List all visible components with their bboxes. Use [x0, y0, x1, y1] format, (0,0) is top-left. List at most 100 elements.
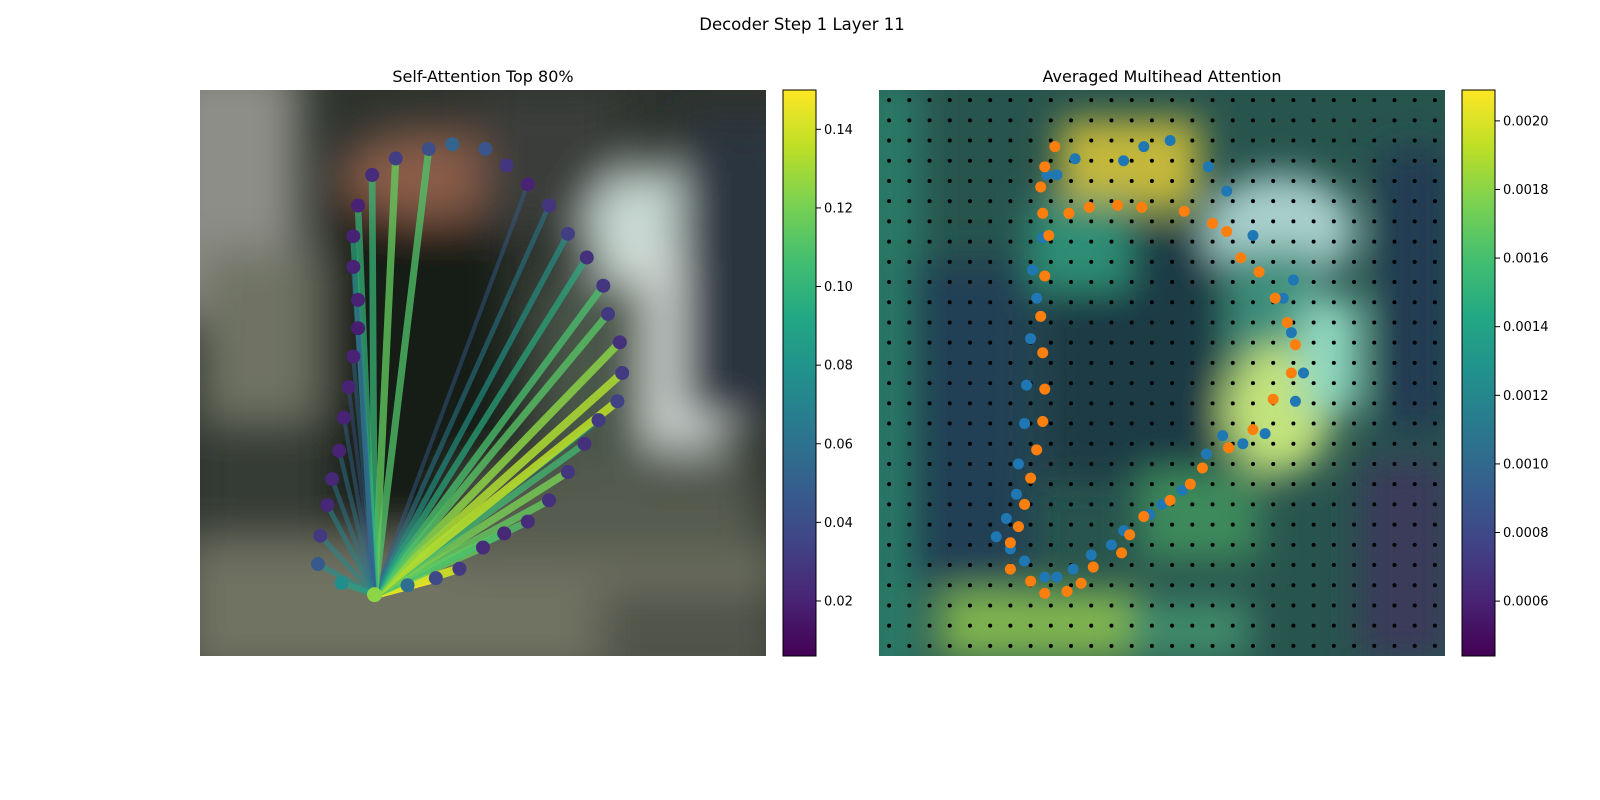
- grid-dot: [887, 118, 892, 123]
- grid-dot: [988, 603, 993, 608]
- grid-dot: [1230, 280, 1235, 285]
- grid-dot: [1069, 118, 1074, 123]
- grid-dot: [1069, 259, 1074, 264]
- grid-dot: [1271, 563, 1276, 568]
- grid-dot: [927, 482, 932, 487]
- grid-dot: [1352, 643, 1357, 648]
- grid-dot: [1250, 199, 1255, 204]
- attention-line: [372, 204, 552, 596]
- grid-dot: [1129, 300, 1134, 305]
- series-orange-point: [1221, 226, 1233, 237]
- grid-dots: [887, 98, 1437, 648]
- grid-dot: [1149, 360, 1154, 365]
- self-attention-colorbar: 0.02 0.04 0.06 0.08 0.10 0.12 0.14: [782, 89, 853, 657]
- grid-dot: [1048, 219, 1053, 224]
- grid-dot: [1291, 381, 1296, 386]
- grid-dot: [1392, 381, 1397, 386]
- grid-dot: [1311, 340, 1316, 345]
- grid-dot: [887, 340, 892, 345]
- series-blue-point: [1164, 135, 1176, 147]
- grid-dot: [1271, 118, 1276, 123]
- grid-dot: [1352, 138, 1357, 143]
- grid-dot: [1372, 401, 1377, 406]
- grid-dot: [1230, 563, 1235, 568]
- grid-dot: [907, 542, 912, 547]
- grid-dot: [1230, 138, 1235, 143]
- attention-line: [329, 478, 377, 596]
- grid-dot: [927, 138, 932, 143]
- grid-dot: [967, 441, 972, 446]
- grid-dot: [1210, 482, 1215, 487]
- grid-dot: [1008, 360, 1013, 365]
- grid-dot: [988, 542, 993, 547]
- series-orange-point: [1285, 367, 1297, 379]
- grid-dot: [1230, 461, 1235, 466]
- multihead-attention-panel: Averaged Multihead Attention: [879, 67, 1445, 656]
- grid-dot: [967, 219, 972, 224]
- grid-dot: [1089, 583, 1094, 588]
- grid-dot: [1230, 199, 1235, 204]
- grid-dot: [907, 158, 912, 163]
- grid-dot: [1392, 421, 1397, 426]
- grid-dot: [1271, 623, 1276, 628]
- grid-dot: [1008, 138, 1013, 143]
- grid-dot: [1432, 158, 1437, 163]
- grid-dot: [988, 259, 993, 264]
- grid-dot: [1412, 138, 1417, 143]
- grid-dot: [1129, 98, 1134, 103]
- series-orange-point: [1269, 292, 1281, 304]
- grid-dot: [1048, 522, 1053, 527]
- grid-dot: [1250, 118, 1255, 123]
- grid-dot: [1069, 623, 1074, 628]
- grid-dot: [1291, 118, 1296, 123]
- grid-dot: [1210, 199, 1215, 204]
- attention-line: [371, 339, 623, 598]
- grid-dot: [1210, 461, 1215, 466]
- grid-dot: [1331, 280, 1336, 285]
- grid-dot: [1210, 178, 1215, 183]
- grid-dot: [1008, 219, 1013, 224]
- grid-dot: [1331, 482, 1336, 487]
- grid-dot: [1271, 199, 1276, 204]
- colorbar-tick-label: 0.14: [824, 123, 853, 138]
- series-blue-point: [990, 531, 1002, 543]
- grid-dot: [1210, 643, 1215, 648]
- grid-dot: [1190, 461, 1195, 466]
- grid-dot: [1392, 441, 1397, 446]
- grid-dot: [1210, 320, 1215, 325]
- grid-dot: [1109, 461, 1114, 466]
- grid-dot: [1250, 158, 1255, 163]
- series-orange-point: [1116, 547, 1128, 559]
- grid-dot: [1149, 563, 1154, 568]
- grid-dot: [1250, 138, 1255, 143]
- series-orange-point: [1063, 207, 1075, 219]
- colorbar-tick-label: 0.08: [824, 359, 853, 374]
- grid-dot: [1271, 340, 1276, 345]
- grid-dot: [1230, 583, 1235, 588]
- grid-dot: [1069, 340, 1074, 345]
- grid-dot: [1210, 239, 1215, 244]
- grid-dot: [1028, 623, 1033, 628]
- grid-dot: [887, 623, 892, 628]
- series-blue-point: [1019, 555, 1031, 567]
- grid-dot: [1069, 461, 1074, 466]
- grid-dot: [988, 482, 993, 487]
- grid-dot: [1109, 239, 1114, 244]
- contour-point: [346, 349, 361, 364]
- grid-dot: [1190, 138, 1195, 143]
- grid-dot: [1190, 441, 1195, 446]
- grid-dot: [967, 502, 972, 507]
- grid-dot: [947, 239, 952, 244]
- grid-dot: [1048, 320, 1053, 325]
- grid-dot: [1230, 502, 1235, 507]
- grid-dot: [1412, 118, 1417, 123]
- grid-dot: [1432, 583, 1437, 588]
- grid-dot: [907, 280, 912, 285]
- grid-dot: [1149, 118, 1154, 123]
- grid-dot: [1230, 421, 1235, 426]
- query-point: [367, 587, 383, 603]
- grid-dot: [1190, 502, 1195, 507]
- colorbar-tick-label: 0.12: [824, 201, 853, 216]
- grid-dot: [947, 542, 952, 547]
- grid-dot: [1028, 239, 1033, 244]
